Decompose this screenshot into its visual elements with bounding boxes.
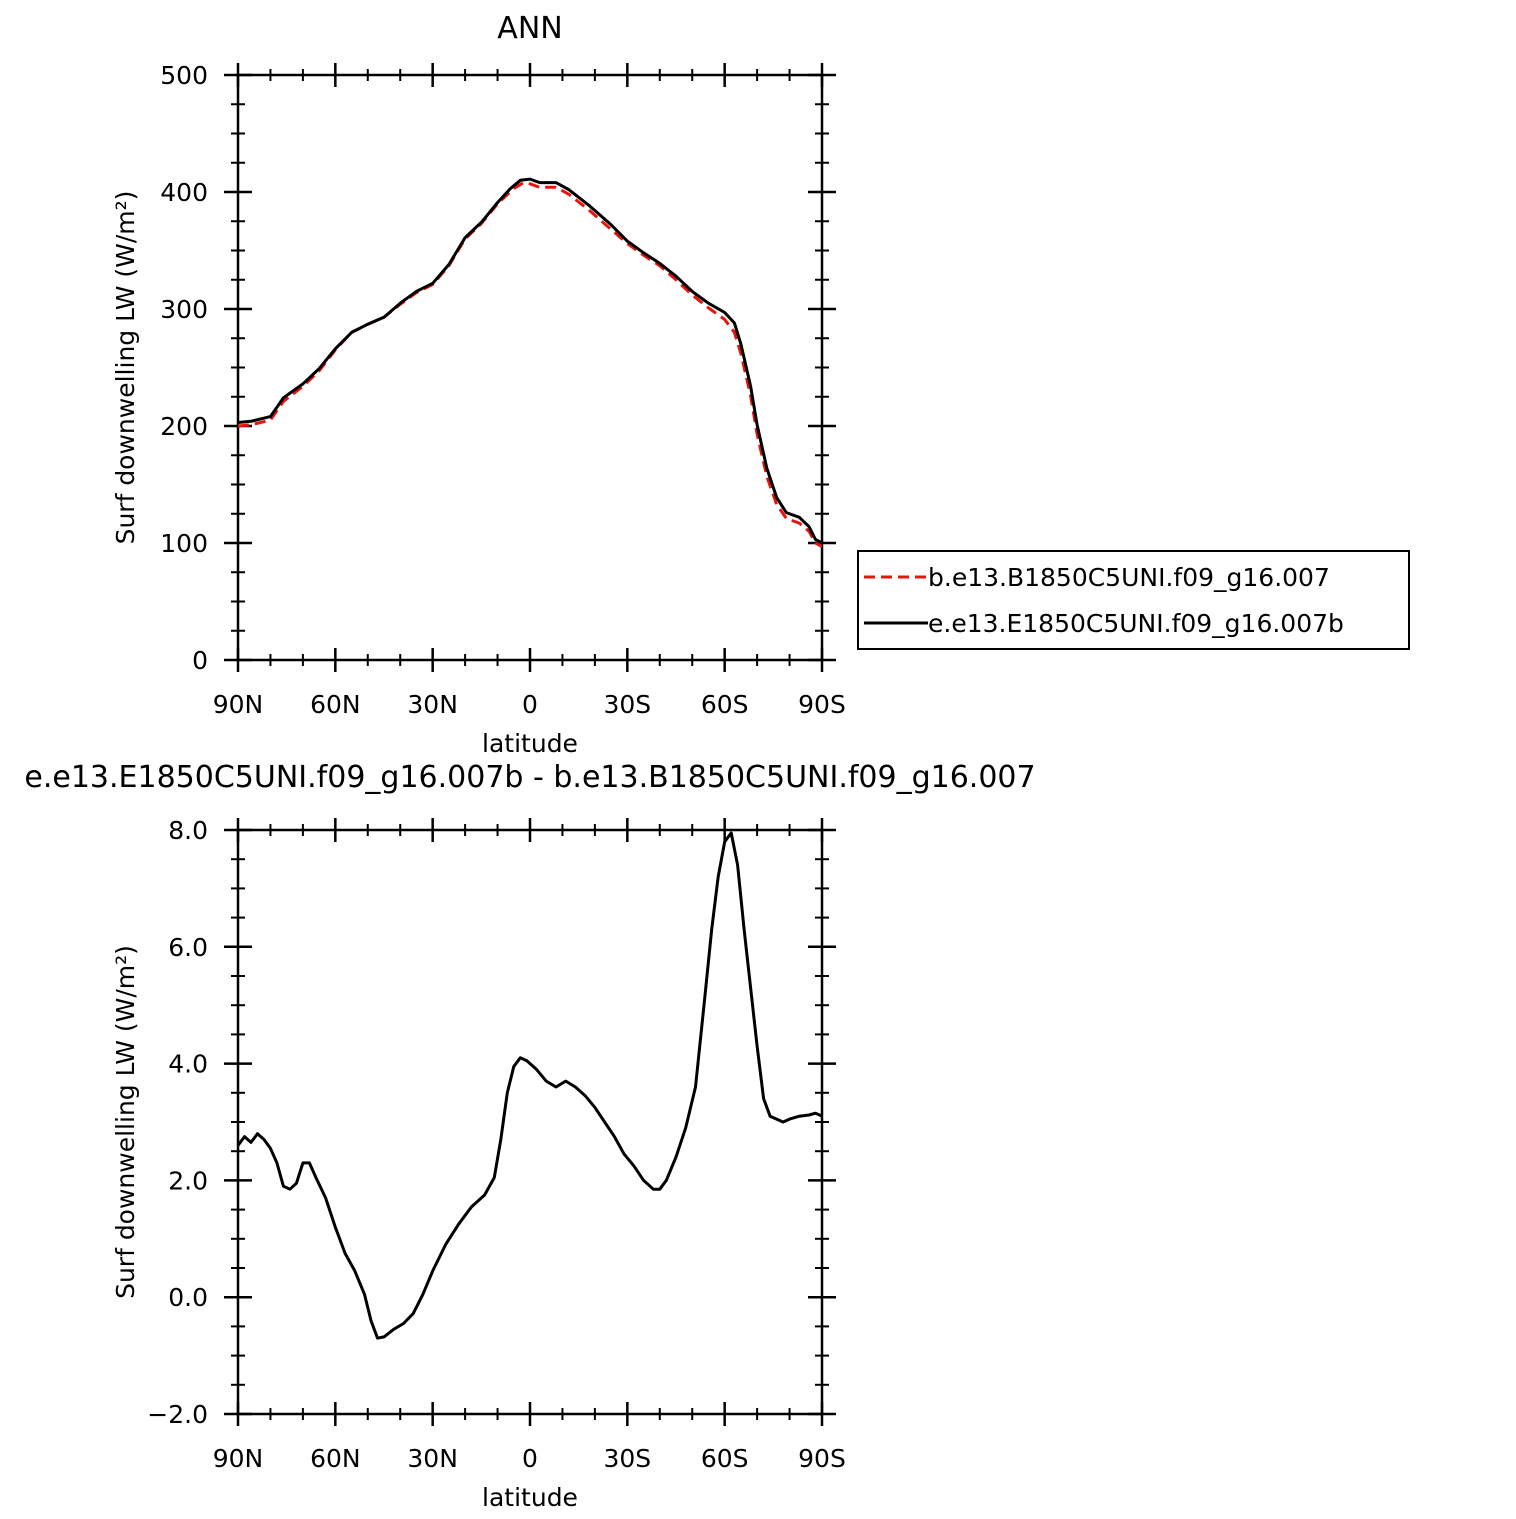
series-line-1 (238, 177, 822, 545)
x-tick-label: 60N (310, 690, 361, 719)
legend-box (857, 550, 1410, 650)
y-tick-label: 8.0 (168, 816, 208, 845)
x-tick-label: 0 (522, 1444, 538, 1473)
y-tick-label: 200 (160, 412, 208, 441)
legend: b.e13.B1850C5UNI.f09_g16.007 e.e13.E1850C… (857, 550, 1410, 650)
y-axis-label: Surf downwelling LW (W/m²) (111, 945, 140, 1299)
x-tick-label: 90S (798, 690, 846, 719)
y-tick-label: 400 (160, 178, 208, 207)
plot-frame (236, 828, 824, 1416)
y-tick-label: 0.0 (168, 1283, 208, 1312)
y-tick-label: 0 (192, 646, 208, 675)
top-panel: 90N 60N 30N 0 30S 60S 90S 0 100 200 300 400 500 ANN la… (111, 11, 1410, 758)
y-tick-label: 4.0 (168, 1050, 208, 1079)
legend-label-0: b.e13.B1850C5UNI.f09_g16.007 (928, 563, 1330, 592)
x-axis-label: latitude (482, 1483, 578, 1512)
y-tick-label: 300 (160, 295, 208, 324)
x-tick-label: 0 (522, 690, 538, 719)
series-line-0 (238, 831, 822, 1340)
x-tick-label: 60S (701, 690, 749, 719)
x-tick-label: 30S (603, 1444, 651, 1473)
x-tick-label: 90N (213, 690, 264, 719)
x-tick-label: 30N (407, 690, 458, 719)
x-axis-label: latitude (482, 729, 578, 758)
chart-title: ANN (497, 11, 562, 46)
y-tick-label: 6.0 (168, 933, 208, 962)
y-tick-label: 2.0 (168, 1166, 208, 1195)
x-tick-label: 30S (603, 690, 651, 719)
difference-panel: 90N 60N 30N 0 30S 60S 90S −2.0 0.0 2.0 4.0 6.0 8.0 e.… (24, 760, 1035, 1512)
y-tick-label: 500 (160, 61, 208, 90)
plot-frame (236, 73, 824, 662)
x-tick-label: 90S (798, 1444, 846, 1473)
y-tick-label: −2.0 (147, 1400, 208, 1429)
y-tick-label: 100 (160, 529, 208, 558)
x-tick-label: 60S (701, 1444, 749, 1473)
x-tick-label: 60N (310, 1444, 361, 1473)
legend-label-1: e.e13.E1850C5UNI.f09_g16.007b (928, 609, 1344, 638)
chart-title: e.e13.E1850C5UNI.f09_g16.007b - b.e13.B1… (24, 760, 1035, 795)
y-axis-label: Surf downwelling LW (W/m²) (111, 191, 140, 545)
x-tick-label: 90N (213, 1444, 264, 1473)
series-line-0 (238, 181, 822, 548)
x-tick-label: 30N (407, 1444, 458, 1473)
